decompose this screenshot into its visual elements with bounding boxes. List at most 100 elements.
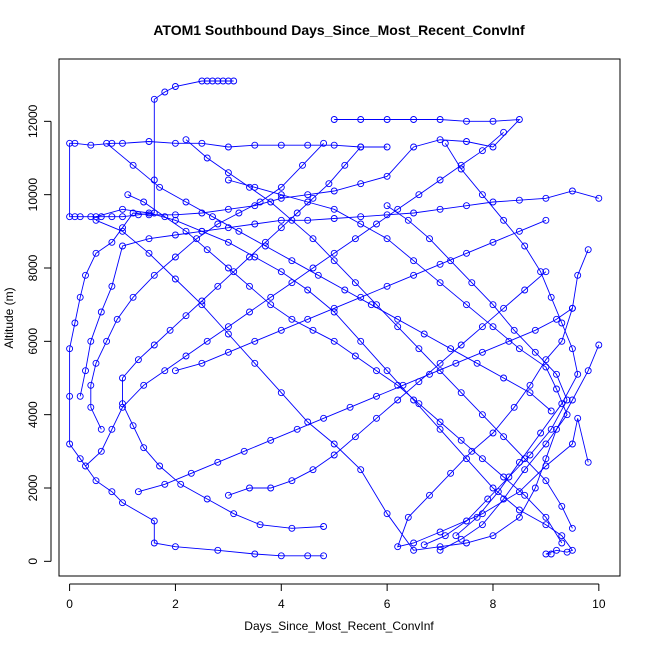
data-point [484,495,492,503]
data-point [156,183,164,191]
data-point [563,411,571,419]
data-point [558,337,566,345]
data-point [373,392,380,400]
data-point [251,220,259,228]
plot-frame [58,58,621,577]
data-point [171,211,179,219]
data-point [203,154,211,162]
data-point [478,348,486,356]
data-point [415,400,423,408]
data-point [394,396,402,404]
data-point [256,521,264,529]
series-line [95,219,600,551]
data-point [134,488,142,496]
series-7 [224,176,571,554]
data-point [558,400,566,408]
data-point [240,447,248,455]
data-point [542,194,550,202]
data-point [177,480,185,488]
data-point [203,246,211,254]
data-point [468,447,476,455]
data-point [330,205,338,213]
data-point [568,304,576,312]
data-point [463,455,470,463]
data-point [309,326,317,334]
data-point [537,268,545,276]
data-point [478,191,486,199]
data-point [489,323,497,331]
data-point [436,116,444,123]
series-6 [394,246,592,551]
series-line [127,194,563,544]
data-point [129,422,137,430]
data-point [82,271,89,279]
data-point [500,473,508,481]
data-point [357,213,365,221]
data-point [277,552,285,560]
data-point [426,370,433,378]
data-point [553,546,560,554]
data-point [595,341,603,349]
data-point [457,389,465,397]
data-point [230,77,238,85]
x-tick-label: 6 [384,597,391,611]
data-point [82,462,89,470]
data-point [246,308,253,316]
data-point [553,315,560,323]
data-point [489,532,497,540]
y-axis-label: Altitude (m) [2,287,16,348]
data-point [547,407,555,415]
series-15 [103,139,555,415]
data-point [447,345,455,353]
data-point [92,213,100,221]
data-point [171,275,179,283]
data-point [500,433,508,441]
data-point [198,227,206,235]
data-point [547,550,555,558]
data-point [119,227,126,235]
data-point [304,198,312,206]
data-point [373,414,380,422]
data-point [478,147,486,155]
data-point [277,191,285,199]
data-point [108,282,116,290]
data-point [198,77,206,85]
series-line [185,139,573,529]
data-point [256,198,264,206]
y-tick-label: 0 [26,558,40,565]
series-line [175,219,547,372]
data-point [595,194,603,202]
data-point [309,235,317,243]
data-point [457,436,465,444]
data-point [463,249,470,257]
y-axis: 0 2000 4000 6000 8000 10000 12000 [26,104,52,565]
data-point [182,312,190,320]
data-point [187,469,195,477]
data-point [505,337,513,345]
data-point [526,381,534,389]
data-point [436,418,444,426]
data-point [113,315,121,323]
data-point [224,348,232,356]
data-point [436,176,444,184]
x-tick-label: 10 [592,597,606,611]
data-point [436,136,444,144]
y-tick-label: 6000 [26,328,40,355]
data-point [235,227,243,235]
data-point [410,116,418,123]
data-point [129,293,137,301]
series-10 [383,202,571,549]
data-point [171,139,179,147]
data-point [140,444,148,452]
data-point [436,205,444,213]
data-point [66,440,74,448]
data-point [288,279,296,287]
data-point [510,403,518,411]
data-point [293,425,301,433]
chart-title: ATOM1 Southbound Days_Since_Most_Recent_… [153,22,525,38]
data-point [182,198,190,206]
data-point [224,491,232,499]
data-point [119,374,126,382]
data-point [97,213,105,221]
